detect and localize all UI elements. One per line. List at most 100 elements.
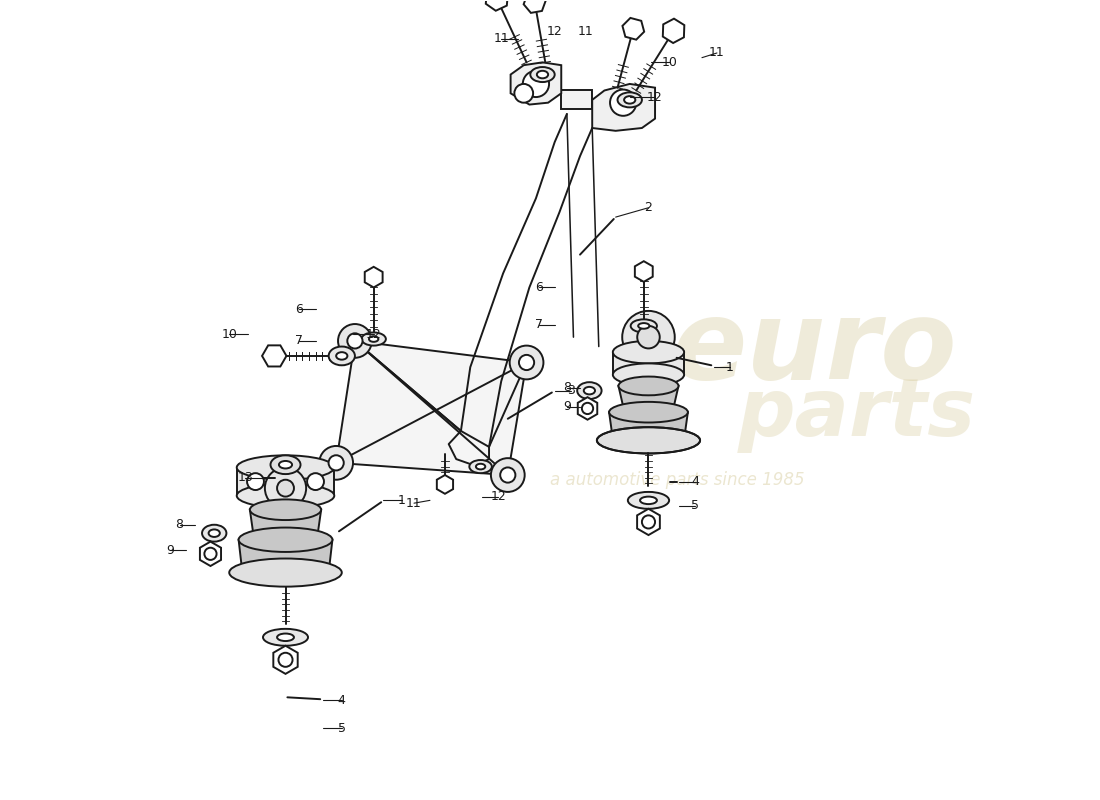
Circle shape [582,403,593,414]
Polygon shape [437,475,453,494]
Text: 11: 11 [710,46,725,59]
Circle shape [329,455,344,470]
Ellipse shape [236,455,334,480]
Polygon shape [486,0,508,10]
Ellipse shape [476,464,485,470]
Ellipse shape [279,461,293,469]
Text: 5: 5 [692,499,700,513]
Circle shape [642,515,654,529]
Ellipse shape [362,333,386,346]
Polygon shape [609,412,688,440]
Ellipse shape [618,377,679,395]
Polygon shape [635,261,652,282]
Text: 6: 6 [535,281,542,294]
Ellipse shape [584,387,595,394]
Text: 12: 12 [547,25,562,38]
Text: 1: 1 [726,361,734,374]
Ellipse shape [368,336,378,342]
Polygon shape [262,346,286,366]
Polygon shape [273,646,298,674]
Ellipse shape [202,525,227,542]
Text: 8: 8 [563,382,571,394]
Text: 10: 10 [662,56,678,69]
Polygon shape [637,509,660,535]
Ellipse shape [236,483,334,508]
Circle shape [509,346,543,379]
Polygon shape [250,510,321,540]
Ellipse shape [530,67,554,82]
Ellipse shape [209,530,220,537]
Circle shape [500,467,516,482]
Polygon shape [239,540,332,573]
Bar [561,90,592,110]
Circle shape [248,473,264,490]
Text: 11: 11 [406,497,422,510]
Ellipse shape [613,363,684,386]
Ellipse shape [609,402,688,422]
Ellipse shape [239,527,332,552]
Text: 9: 9 [563,400,571,413]
Text: a automotive parts since 1985: a automotive parts since 1985 [550,470,804,489]
Ellipse shape [623,404,674,421]
Ellipse shape [628,492,669,509]
Text: 4: 4 [338,694,345,706]
Text: 9: 9 [166,543,174,557]
Text: 3: 3 [566,384,574,397]
Circle shape [307,473,324,490]
Polygon shape [200,542,221,566]
Ellipse shape [241,562,330,584]
Text: 5: 5 [338,722,345,734]
Circle shape [319,446,353,480]
Ellipse shape [597,427,700,454]
Ellipse shape [623,311,674,363]
Text: 12: 12 [647,90,663,103]
Circle shape [519,355,535,370]
Circle shape [338,324,372,358]
Text: 7: 7 [295,334,302,347]
Text: 7: 7 [535,318,542,331]
Ellipse shape [578,382,602,399]
Ellipse shape [630,319,657,333]
Ellipse shape [329,346,355,366]
Circle shape [205,548,217,560]
Text: 11: 11 [578,25,594,38]
Text: 10: 10 [221,328,238,341]
Bar [613,352,684,374]
Text: 1: 1 [398,494,406,507]
Bar [236,467,334,496]
Circle shape [522,70,549,97]
Ellipse shape [537,70,548,78]
Text: 6: 6 [295,302,302,315]
Ellipse shape [624,96,636,104]
Polygon shape [524,0,546,13]
Circle shape [610,90,636,116]
Circle shape [637,326,660,349]
Polygon shape [663,18,684,43]
Polygon shape [618,386,679,412]
Ellipse shape [250,499,321,520]
Polygon shape [337,341,527,475]
Text: euro: euro [672,295,958,402]
Text: 12: 12 [491,490,506,503]
Ellipse shape [470,460,492,473]
Ellipse shape [617,92,642,107]
Ellipse shape [271,455,300,474]
Text: 11: 11 [494,33,509,46]
Text: 2: 2 [645,202,652,214]
Ellipse shape [638,323,649,329]
Ellipse shape [253,530,318,549]
Ellipse shape [277,634,294,641]
Circle shape [515,84,534,102]
Polygon shape [623,18,645,40]
Text: parts: parts [738,375,976,453]
Circle shape [348,334,363,349]
Circle shape [278,653,293,667]
Ellipse shape [640,497,657,504]
Ellipse shape [229,558,342,586]
Text: 8: 8 [176,518,184,531]
Text: 13: 13 [238,471,253,484]
Ellipse shape [263,629,308,646]
Ellipse shape [265,467,306,509]
Text: 12: 12 [366,328,382,341]
Circle shape [277,480,294,497]
